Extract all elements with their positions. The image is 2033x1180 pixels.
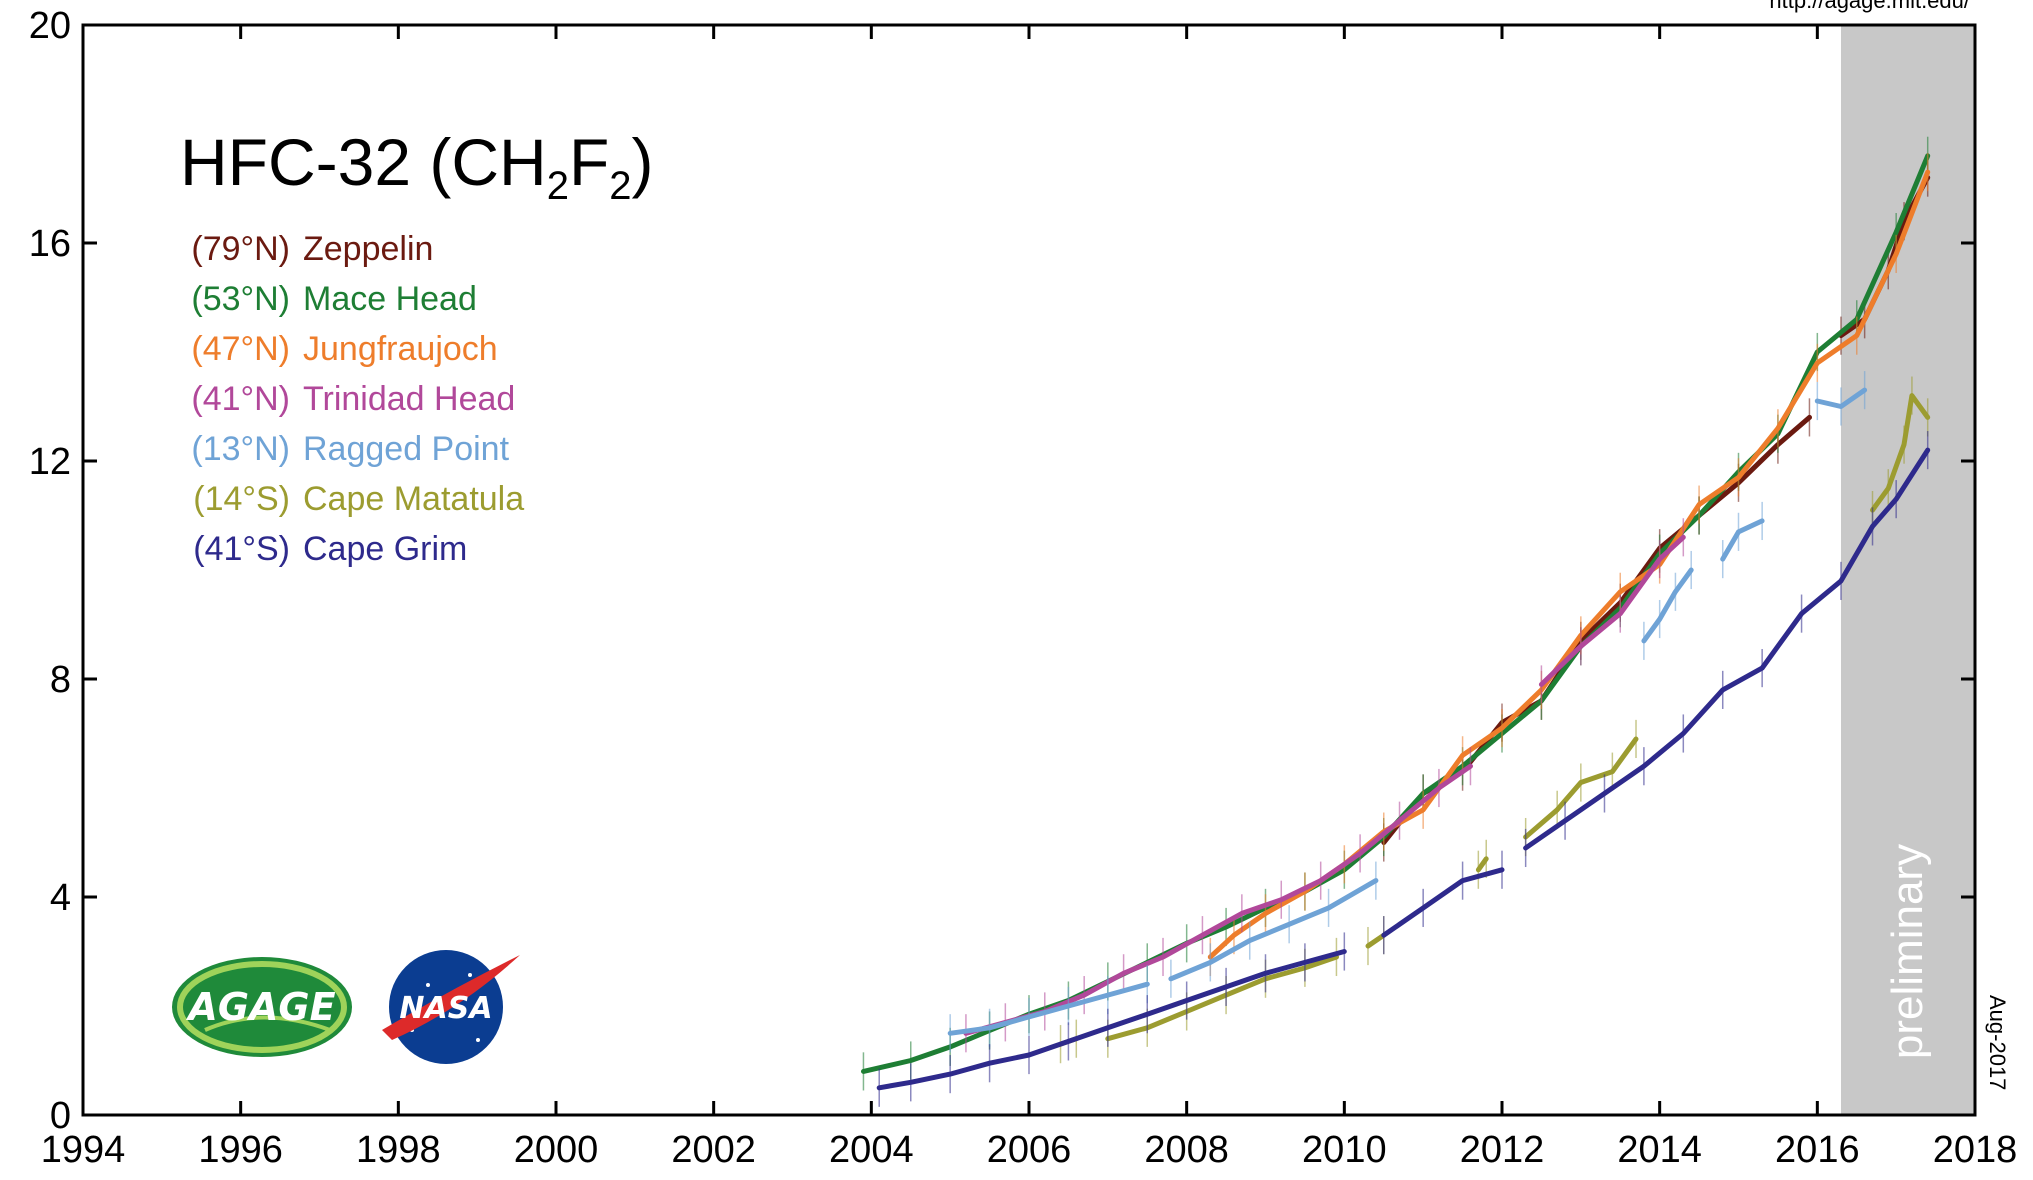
nasa-logo: NASA bbox=[382, 950, 520, 1064]
legend-lat: (41°S) bbox=[193, 530, 290, 568]
x-tick-label: 1998 bbox=[356, 1129, 441, 1171]
y-tick-label: 8 bbox=[50, 659, 71, 701]
series-ragged-point bbox=[1720, 501, 1765, 579]
series-line bbox=[1538, 534, 1686, 687]
y-tick-label: 12 bbox=[29, 441, 71, 483]
series-cape-matatula bbox=[1870, 376, 1931, 530]
y-tick-label: 0 bbox=[50, 1095, 71, 1137]
chart-title: HFC-32 (CH2F2) bbox=[180, 125, 654, 208]
series-layer bbox=[861, 136, 1931, 1107]
preliminary-region: preliminary bbox=[1840, 25, 1975, 1115]
y-tick-label: 20 bbox=[29, 5, 71, 47]
series-ragged-point bbox=[1168, 861, 1379, 998]
series-mace-head bbox=[861, 136, 1931, 1091]
legend-name: Zeppelin bbox=[303, 230, 433, 268]
series-line bbox=[1381, 867, 1505, 938]
series-ragged-point bbox=[1641, 550, 1694, 660]
series-line bbox=[861, 153, 1931, 1074]
legend-name: Cape Matatula bbox=[303, 480, 524, 518]
agage-logo-text: AGAGE bbox=[185, 985, 335, 1029]
legend-name: Trinidad Head bbox=[303, 380, 515, 418]
series-cape-matatula bbox=[1365, 916, 1387, 966]
series-jungfraujoch bbox=[1207, 153, 1931, 977]
legend-name: Mace Head bbox=[303, 280, 477, 318]
legend-lat: (53°N) bbox=[191, 280, 290, 318]
series-line bbox=[1207, 169, 1931, 960]
x-tick-label: 2006 bbox=[987, 1129, 1072, 1171]
series-line bbox=[963, 763, 1473, 1036]
x-tick-label: 2012 bbox=[1460, 1129, 1545, 1171]
x-tick-label: 2004 bbox=[829, 1129, 914, 1171]
axis-layer: 1994 1996 1998 2000 2002 2004 2006 2008 2010 2012… bbox=[29, 5, 2018, 1171]
series-line bbox=[1870, 393, 1931, 513]
x-tick-label: 1996 bbox=[198, 1129, 283, 1171]
legend-lat: (13°N) bbox=[191, 430, 290, 468]
series-line bbox=[1105, 954, 1339, 1042]
series-line bbox=[876, 949, 1347, 1091]
series-trinidad-head bbox=[963, 747, 1473, 1053]
series-line bbox=[1814, 387, 1868, 409]
legend-name: Jungfraujoch bbox=[303, 330, 498, 368]
preliminary-label: preliminary bbox=[1883, 844, 1932, 1059]
legend-name: Cape Grim bbox=[303, 530, 467, 568]
x-tick-label: 2000 bbox=[514, 1129, 599, 1171]
series-cape-grim bbox=[1381, 850, 1505, 955]
x-tick-label: 2014 bbox=[1617, 1129, 1702, 1171]
series-line bbox=[1523, 736, 1639, 840]
date-stamp: Aug-2017 bbox=[1985, 995, 2010, 1090]
source-url: http://agage.mit.edu/ bbox=[1769, 0, 1970, 13]
nasa-logo-text: NASA bbox=[399, 991, 492, 1026]
x-tick-label: 1994 bbox=[41, 1129, 126, 1171]
x-tick-label: 2008 bbox=[1144, 1129, 1229, 1171]
series-cape-matatula bbox=[1475, 839, 1489, 889]
legend-lat: (41°N) bbox=[191, 380, 290, 418]
series-cape-grim bbox=[1523, 431, 1931, 868]
series-line bbox=[1168, 878, 1379, 982]
legend-lat: (47°N) bbox=[191, 330, 290, 368]
series-cape-grim bbox=[876, 932, 1347, 1107]
x-tick-label: 2018 bbox=[1933, 1129, 2018, 1171]
x-tick-label: 2010 bbox=[1302, 1129, 1387, 1171]
x-tick-label: 2002 bbox=[671, 1129, 756, 1171]
y-tick-label: 16 bbox=[29, 223, 71, 265]
legend-name: Ragged Point bbox=[303, 430, 510, 468]
series-line bbox=[1720, 518, 1765, 562]
series-line bbox=[1365, 932, 1387, 949]
y-tick-label: 4 bbox=[50, 877, 71, 919]
series-ragged-point bbox=[947, 965, 1150, 1053]
series-line bbox=[947, 981, 1150, 1036]
series-line bbox=[1523, 447, 1931, 851]
legend-lat: (79°N) bbox=[191, 230, 290, 268]
x-tick-label: 2016 bbox=[1775, 1129, 1860, 1171]
legend-lat: (14°S) bbox=[193, 480, 290, 518]
series-line bbox=[1475, 856, 1489, 873]
series-ragged-point bbox=[1814, 371, 1868, 426]
series-trinidad-head bbox=[1538, 518, 1686, 704]
legend: (79°N) Zeppelin (53°N) Mace Head (47°N) Jungf… bbox=[191, 230, 524, 568]
agage-logo: AGAGE bbox=[172, 957, 352, 1057]
series-line bbox=[1641, 567, 1694, 644]
